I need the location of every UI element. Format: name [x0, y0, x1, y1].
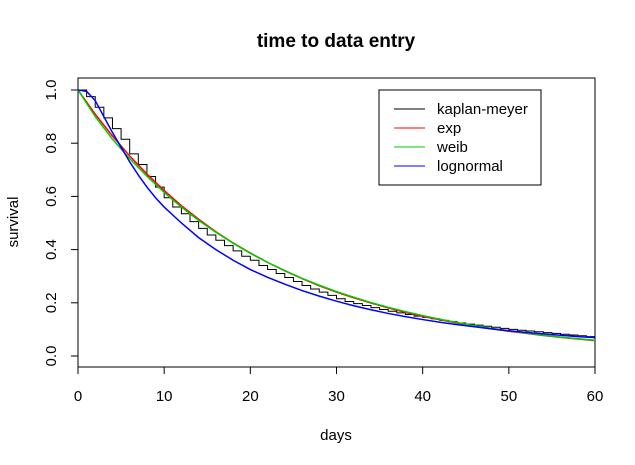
series-lognormal-line: [77, 89, 596, 339]
y-tick-label: 0.2: [43, 292, 60, 313]
legend: kaplan-meyer exp weib lognormal: [378, 89, 542, 186]
x-tick-label: 60: [587, 388, 604, 405]
legend-label-lognormal: lognormal: [437, 158, 503, 175]
x-tick-label: 40: [414, 388, 431, 405]
y-tick-label: 0.6: [43, 186, 60, 207]
series-kaplan-meyer-line: [78, 89, 596, 338]
x-tick-label: 0: [74, 388, 82, 405]
x-axis: 0 10 20 30 40 50 60: [74, 366, 604, 405]
x-tick-label: 50: [500, 388, 517, 405]
x-tick-label: 20: [242, 388, 259, 405]
y-tick-label: 0.4: [43, 239, 60, 260]
y-tick-label: 0.8: [43, 133, 60, 154]
series-group: [77, 89, 596, 342]
chart-title: time to data entry: [257, 31, 416, 52]
legend-label-kaplan-meyer: kaplan-meyer: [437, 101, 528, 118]
y-tick-label: 1.0: [43, 80, 60, 101]
x-tick-label: 30: [328, 388, 345, 405]
y-axis-label: survival: [5, 197, 22, 248]
y-tick-label: 0.0: [43, 346, 60, 367]
x-axis-label: days: [320, 427, 352, 444]
legend-label-exp: exp: [437, 120, 461, 137]
legend-box: [378, 89, 542, 186]
x-tick-label: 10: [156, 388, 173, 405]
y-axis: 0.0 0.2 0.4 0.6 0.8 1.0: [43, 80, 79, 367]
legend-label-weib: weib: [436, 139, 468, 156]
